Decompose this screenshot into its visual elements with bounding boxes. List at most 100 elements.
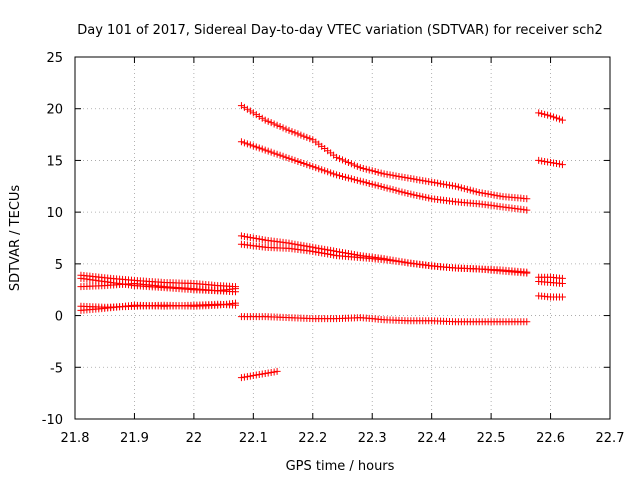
plot-frame (74, 56, 611, 420)
data-point (288, 155, 296, 163)
data-point (398, 173, 406, 181)
data-point (294, 157, 302, 165)
data-point (425, 178, 433, 186)
data-point (267, 148, 275, 156)
data-point (341, 173, 349, 181)
series-seg-c1 (535, 109, 566, 124)
data-point (347, 175, 355, 183)
data-point (312, 248, 320, 256)
data-point (374, 168, 382, 176)
data-point (267, 119, 275, 127)
data-point (341, 157, 349, 165)
data-point (240, 373, 248, 381)
x-tick-label: 22.6 (536, 431, 565, 446)
data-point (541, 157, 549, 165)
data-point (321, 167, 329, 175)
data-point (395, 172, 403, 180)
data-point (469, 187, 477, 195)
data-point (282, 125, 290, 133)
data-point (371, 181, 379, 189)
data-point (306, 162, 314, 170)
data-point (270, 120, 278, 128)
data-point (437, 180, 445, 188)
data-point (258, 370, 266, 378)
data-point (297, 158, 305, 166)
data-point (422, 177, 430, 185)
series-seg-b2 (237, 138, 531, 214)
data-point (386, 171, 394, 179)
data-point (270, 149, 278, 157)
data-point (258, 114, 266, 122)
data-point (434, 179, 442, 187)
data-point (558, 280, 566, 288)
x-tick-label: 22.2 (298, 431, 327, 446)
series-seg-b1 (237, 102, 531, 203)
data-point (243, 105, 251, 113)
data-point (443, 181, 451, 189)
data-point (246, 107, 254, 115)
y-tick-label: 20 (46, 103, 63, 118)
data-point (273, 121, 281, 129)
data-point (303, 133, 311, 141)
data-point (553, 114, 560, 122)
data-point (544, 111, 552, 119)
data-point (252, 371, 260, 379)
series-seg-b4 (237, 240, 531, 277)
y-tick-label: -10 (42, 413, 63, 428)
x-tick-label: 21.8 (61, 431, 90, 446)
data-point (401, 189, 409, 197)
data-point (318, 249, 326, 257)
data-point (258, 145, 266, 153)
data-point (350, 161, 358, 169)
data-point (246, 141, 254, 149)
data-point (523, 195, 531, 203)
data-point (368, 180, 376, 188)
data-point (419, 177, 427, 185)
data-point (362, 165, 370, 173)
data-point (232, 299, 239, 307)
data-point (383, 170, 391, 178)
data-point (368, 167, 376, 175)
data-point (291, 156, 299, 164)
data-point (374, 182, 382, 190)
data-point (547, 112, 555, 120)
data-point (440, 180, 448, 188)
data-point (383, 184, 391, 192)
data-point (255, 112, 263, 120)
data-point (294, 130, 302, 138)
data-point (428, 178, 436, 186)
data-point (558, 161, 566, 169)
data-point (273, 367, 281, 375)
axis-ticks: 21.8 21.9 22 22.1 22.2 22.3 22.4 22.5 22.6 22.7 -1… (42, 51, 625, 446)
series-seg-c5 (535, 292, 566, 301)
data-point (321, 250, 329, 258)
data-point (303, 161, 311, 169)
data-point (264, 117, 272, 125)
data-point (258, 236, 266, 244)
grid (75, 57, 610, 419)
data-point (558, 293, 566, 301)
data-point (422, 193, 430, 201)
data-point (523, 269, 531, 277)
data-point (279, 152, 287, 160)
data-point (359, 164, 367, 172)
data-point (237, 232, 245, 240)
data-point (359, 178, 367, 186)
data-point (270, 368, 278, 376)
data-point (246, 233, 254, 241)
series-seg-a3 (77, 274, 239, 295)
data-point (451, 182, 459, 190)
data-point (487, 191, 495, 199)
data-point (330, 251, 338, 259)
series-seg-a5 (77, 299, 239, 311)
y-axis-label: SDTVAR / TECUs (8, 185, 23, 292)
data-point (279, 124, 287, 132)
data-point (493, 192, 501, 200)
series-seg-b6 (237, 367, 281, 382)
data-point (362, 179, 370, 187)
data-point (496, 192, 504, 200)
data-point (339, 156, 346, 164)
data-point (237, 374, 245, 382)
data-point (410, 191, 418, 199)
